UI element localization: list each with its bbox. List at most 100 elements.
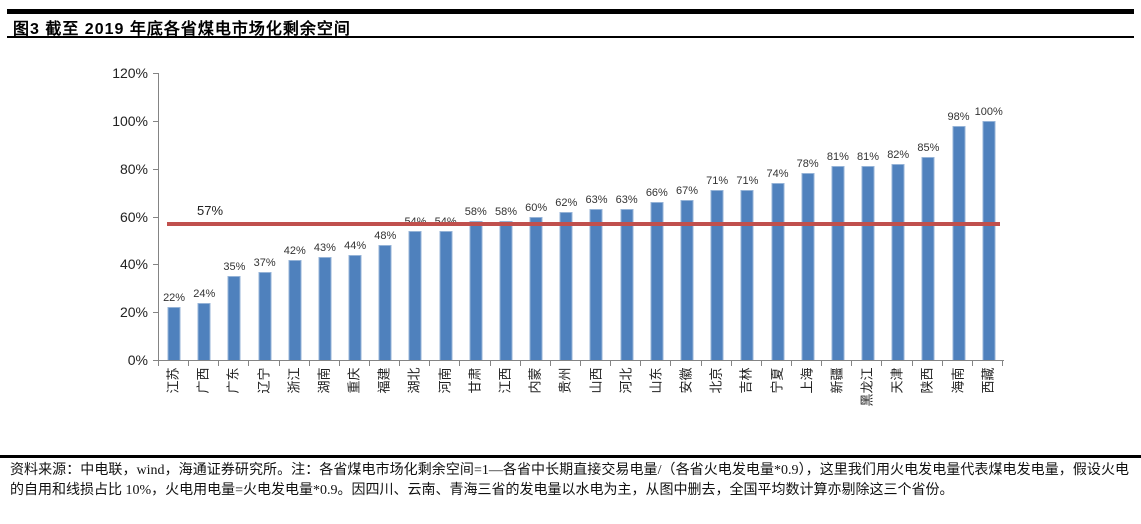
- x-tick-mark: [641, 361, 672, 366]
- x-label-cell: 西藏: [973, 368, 1003, 456]
- y-tick-label: 80%: [119, 160, 148, 177]
- y-tick-mark: [153, 120, 158, 122]
- bar: [982, 120, 996, 360]
- x-tick-label: 海南: [950, 367, 966, 394]
- x-tick-mark: [219, 361, 250, 366]
- x-tick-label: 陕西: [919, 367, 935, 394]
- x-tick-mark: [822, 361, 853, 366]
- bar: [318, 257, 332, 360]
- bar-column: 67%: [672, 73, 702, 360]
- x-label-cell: 重庆: [339, 368, 369, 456]
- x-tick-mark: [370, 361, 401, 366]
- x-label-cell: 内蒙: [520, 368, 550, 456]
- y-axis: 120% 100% 80% 60% 40% 20% 0%: [70, 65, 148, 368]
- reference-line-label: 57%: [197, 202, 224, 218]
- x-label-cell: 宁夏: [761, 368, 791, 456]
- bar: [227, 276, 241, 360]
- figure-title: 图3 截至 2019 年底各省煤电市场化剩余空间: [13, 21, 351, 38]
- x-label-cell: 广西: [188, 368, 218, 456]
- bar: [831, 166, 845, 360]
- x-tick-mark: [400, 361, 431, 366]
- x-tick-label: 广西: [195, 367, 211, 394]
- x-tick-label: 北京: [708, 367, 724, 394]
- x-tick-mark: [852, 361, 883, 366]
- bar-column: 43%: [310, 73, 340, 360]
- x-tick-label: 西藏: [980, 367, 996, 394]
- x-label-cell: 黑龙江: [852, 368, 882, 456]
- bar-value-label: 67%: [675, 184, 699, 197]
- x-label-cell: 湖北: [399, 368, 429, 456]
- x-label-cell: 吉林: [731, 368, 761, 456]
- x-tick-label: 吉林: [738, 367, 754, 394]
- x-label-cell: 湖南: [309, 368, 339, 456]
- x-tick-mark: [882, 361, 913, 366]
- bar: [861, 166, 875, 360]
- bar-column: 100%: [974, 73, 1004, 360]
- bar-column: 74%: [762, 73, 792, 360]
- bar-value-label: 62%: [555, 196, 578, 209]
- x-label-cell: 江西: [490, 368, 520, 456]
- x-tick-mark: [430, 361, 461, 366]
- bar-column: 63%: [612, 73, 642, 360]
- x-label-cell: 山东: [641, 368, 671, 456]
- y-tick-label: 20%: [119, 304, 148, 321]
- x-label-cell: 陕西: [912, 368, 942, 456]
- bar: [378, 245, 392, 360]
- bar-value-label: 81%: [857, 151, 880, 164]
- x-label-cell: 新疆: [822, 368, 852, 456]
- bar-column: 37%: [250, 73, 280, 360]
- x-tick-mark: [521, 361, 551, 366]
- bar: [952, 125, 966, 360]
- y-tick-mark: [153, 168, 158, 170]
- x-label-cell: 辽宁: [249, 368, 279, 456]
- bar-column: 42%: [280, 73, 310, 360]
- bar-column: 81%: [853, 73, 883, 360]
- reference-line: [167, 221, 1000, 226]
- x-label-cell: 广东: [218, 368, 248, 456]
- x-tick-label: 湖南: [316, 367, 332, 394]
- y-tick-label: 40%: [119, 256, 148, 273]
- bar: [771, 183, 785, 360]
- x-tick-label: 山东: [648, 367, 664, 394]
- bar: [801, 173, 815, 360]
- bar: [197, 302, 211, 360]
- x-tick-mark: [913, 361, 943, 366]
- x-tick-label: 黑龙江: [859, 367, 875, 407]
- bar-column: 48%: [370, 73, 400, 360]
- y-tick-mark: [153, 216, 158, 218]
- x-tick-mark: [611, 361, 642, 366]
- x-tick-mark: [581, 361, 612, 366]
- bar: [469, 221, 483, 360]
- bar-value-label: 63%: [585, 194, 608, 207]
- bar-value-label: 37%: [253, 256, 276, 269]
- bar: [408, 230, 422, 360]
- bar-column: 54%: [431, 73, 461, 360]
- bar: [620, 209, 634, 360]
- x-label-cell: 北京: [701, 368, 731, 456]
- x-tick-mark: [460, 361, 491, 366]
- x-label-cell: 河北: [611, 368, 641, 456]
- bar-column: 54%: [400, 73, 430, 360]
- header-top-rule: [7, 9, 1134, 14]
- bar: [650, 202, 664, 360]
- bar-value-label: 58%: [494, 206, 517, 219]
- x-label-cell: 江苏: [158, 368, 188, 456]
- bar-value-label: 48%: [374, 230, 397, 243]
- x-label-cell: 贵州: [550, 368, 580, 456]
- x-tick-mark: [340, 361, 370, 366]
- x-tick-mark: [280, 361, 310, 366]
- bar: [680, 199, 694, 360]
- x-axis-ticks: [158, 361, 1003, 366]
- x-tick-mark: [762, 361, 792, 366]
- x-tick-label: 内蒙: [527, 367, 543, 394]
- x-axis-labels: 江苏 广西 广东 辽宁 浙江 湖南 重庆 福建 湖北 河南 甘肃 江西 内蒙 贵州 山西 河北 山东 安徽 北京 吉林…: [158, 368, 1003, 456]
- x-tick-label: 广东: [225, 367, 241, 394]
- x-label-cell: 山西: [580, 368, 610, 456]
- footer-rule: [0, 455, 1141, 458]
- plot-area: 57% 22%24%35%37%42%43%44%48%54%54%58%58%…: [153, 73, 1004, 361]
- y-tick-mark: [153, 264, 158, 266]
- x-tick-label: 浙江: [286, 367, 302, 394]
- bar-value-label: 78%: [796, 158, 819, 171]
- x-label-cell: 福建: [369, 368, 399, 456]
